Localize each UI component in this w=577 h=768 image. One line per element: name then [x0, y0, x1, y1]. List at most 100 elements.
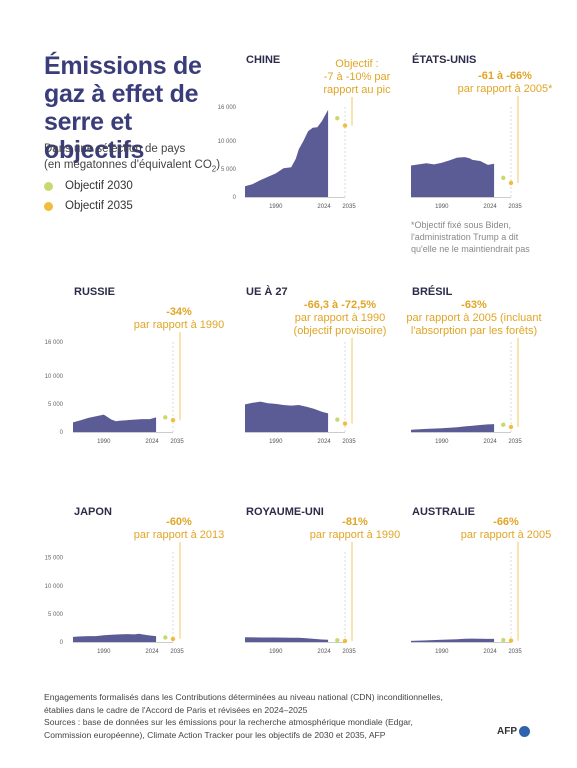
panel-title-russie: RUSSIE [74, 286, 115, 298]
target-annotation-royaume-uni: par rapport à 1990 [310, 529, 401, 541]
x-tick-label: 2024 [483, 204, 497, 210]
target-annotation-chine: -7 à -10% par [324, 71, 391, 83]
y-tick-label: 10 000 [218, 139, 237, 145]
target-annotation-ue-27: (objectif provisoire) [294, 325, 387, 337]
target-annotation-br-sil: -63% [461, 299, 487, 311]
target-annotation-japon: par rapport à 2013 [134, 529, 225, 541]
footer-line2: établies dans le cadre de l'Accord de Pa… [44, 704, 308, 715]
target-annotation-br-sil: par rapport à 2005 (incluant [406, 312, 541, 324]
target-2035-dot [170, 636, 176, 642]
footer-line3: Sources : base de données sur les émissi… [44, 717, 413, 727]
x-tick-label: 1990 [97, 649, 111, 655]
target-2030-dot [335, 116, 340, 121]
target-annotation-chine: Objectif : [335, 58, 378, 70]
y-tick-label: 16 000 [218, 105, 237, 111]
x-tick-label: 2024 [145, 439, 159, 445]
page-title: Émissions de gaz à effet de serre et obj… [44, 52, 202, 164]
afp-logo-ball [519, 726, 530, 737]
x-tick-label: 2035 [342, 649, 356, 655]
emissions-charts: CHINE 0 5 000 10 000 16 000 1990 2024 2035 Objec… [45, 53, 554, 655]
target-annotation-japon: -60% [166, 516, 192, 528]
target-2035-dot [342, 638, 348, 644]
afp-logo-text: AFP [497, 726, 517, 737]
panel-title-chine: CHINE [246, 54, 280, 66]
target-annotation-russie: par rapport à 1990 [134, 319, 225, 331]
subtitle-line1: Dans une sélection de pays [44, 143, 186, 155]
emissions-area--tats-unis [411, 157, 495, 197]
emissions-area-royaume-uni [245, 637, 329, 642]
target-annotation-ue-27: par rapport à 1990 [295, 312, 386, 324]
footer-line4: Commission européenne), Climate Action T… [44, 729, 386, 740]
y-tick-label: 10 000 [45, 374, 64, 380]
target-2035-dot [342, 123, 348, 128]
usa-footnote: *Objectif fixé sous Biden, l'administrat… [411, 220, 530, 254]
target-2030-dot [335, 638, 340, 643]
target-annotation-royaume-uni: -81% [342, 516, 368, 528]
legend-label-2035: Objectif 2035 [65, 200, 133, 212]
x-tick-label: 1990 [269, 439, 283, 445]
x-tick-label: 2024 [317, 439, 331, 445]
x-tick-label: 2024 [483, 439, 497, 445]
x-tick-label: 2024 [145, 649, 159, 655]
emissions-area-br-sil [411, 424, 495, 432]
x-tick-label: 2035 [170, 439, 184, 445]
y-tick-label: 0 [60, 430, 64, 436]
panel-title-japon: JAPON [74, 506, 112, 518]
y-tick-label: 0 [60, 640, 64, 646]
panel-title-australie: AUSTRALIE [412, 506, 475, 518]
panel-title-royaume-uni: ROYAUME-UNI [246, 506, 324, 518]
target-2035-dot [170, 417, 176, 423]
x-tick-label: 2035 [508, 439, 522, 445]
target-2030-dot [501, 637, 506, 643]
y-tick-label: 16 000 [45, 340, 64, 346]
target-annotation--tats-unis: -61 à -66% [478, 70, 532, 82]
subtitle-end: ) [216, 159, 221, 171]
target-annotation-australie: par rapport à 2005 [461, 529, 552, 541]
emissions-area-russie [73, 414, 157, 432]
panel-title--tats-unis: ÉTATS-UNIS [412, 53, 476, 66]
y-tick-label: 0 [233, 195, 237, 201]
subtitle: Dans une sélection de pays (en mégatonne… [44, 141, 220, 177]
x-tick-label: 2035 [508, 204, 522, 210]
legend-label-2030: Objectif 2030 [65, 180, 133, 192]
subtitle-line2: (en mégatonnes d'équivalent CO2) [44, 157, 220, 177]
x-tick-label: 2035 [342, 439, 356, 445]
target-2035-dot [508, 180, 514, 186]
x-tick-label: 1990 [435, 439, 449, 445]
legend-2030: Objectif 2030 [44, 180, 133, 192]
x-tick-label: 2035 [170, 649, 184, 655]
target-annotation-br-sil: l'absorption par les forêts) [411, 325, 537, 337]
target-2035-dot [508, 638, 514, 643]
y-tick-label: 5 000 [221, 167, 237, 173]
target-2030-dot [163, 635, 168, 640]
x-tick-label: 2024 [317, 649, 331, 655]
target-annotation-chine: rapport au pic [323, 84, 391, 96]
panel-title-br-sil: BRÉSIL [412, 285, 453, 298]
x-tick-label: 2035 [342, 204, 356, 210]
y-tick-label: 5 000 [48, 402, 64, 408]
y-tick-label: 10 000 [45, 584, 64, 590]
y-tick-label: 5 000 [48, 612, 64, 618]
footer-line1: Engagements formalisés dans les Contribu… [44, 692, 443, 702]
x-tick-label: 1990 [269, 649, 283, 655]
x-tick-label: 1990 [435, 649, 449, 655]
x-tick-label: 2035 [508, 649, 522, 655]
target-2030-dot [335, 417, 340, 422]
x-tick-label: 2024 [483, 649, 497, 655]
target-annotation-russie: -34% [166, 306, 192, 318]
target-2035-dot [342, 421, 348, 426]
panel-title-ue-27: UE À 27 [246, 285, 288, 298]
legend-2035: Objectif 2035 [44, 200, 133, 212]
emissions-area-japon [73, 633, 157, 642]
target-annotation-australie: -66% [493, 516, 519, 528]
x-tick-label: 2024 [317, 204, 331, 210]
y-tick-label: 15 000 [45, 556, 64, 562]
emissions-area-australie [411, 638, 495, 642]
target-annotation--tats-unis: par rapport à 2005* [458, 83, 554, 95]
emissions-area-chine [245, 109, 329, 197]
target-2030-dot [163, 415, 168, 420]
target-2035-dot [508, 424, 514, 430]
target-annotation-ue-27: -66,3 à -72,5% [304, 299, 376, 311]
legend-dot-2030 [44, 181, 53, 191]
target-2030-dot [501, 175, 506, 181]
